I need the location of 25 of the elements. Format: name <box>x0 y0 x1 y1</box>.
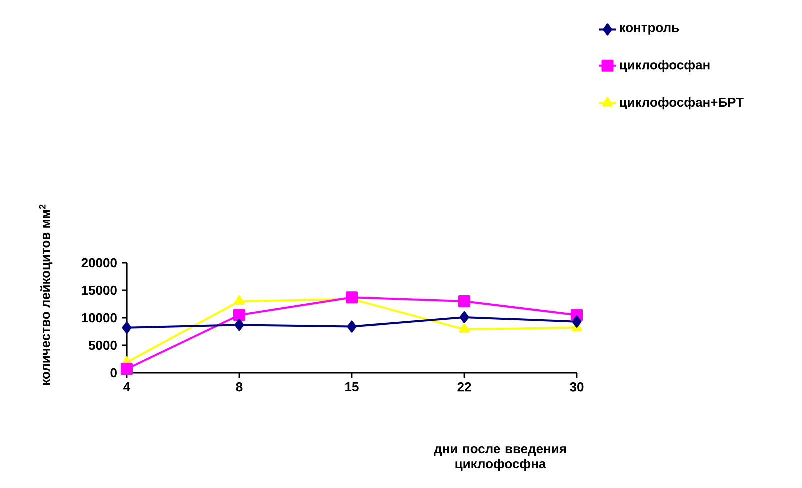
x-tick-label: 15 <box>346 382 359 392</box>
point <box>234 309 246 322</box>
y-tick-label: 10000 <box>82 313 117 323</box>
y-axis-title: количество лейкоцитов мм$^{2}$ <box>39 204 53 385</box>
point <box>121 363 134 376</box>
point <box>234 319 244 332</box>
x-axis-title: дни после введения циклофосфна <box>434 446 566 472</box>
y-tick-label: 15000 <box>82 286 117 296</box>
point <box>234 296 245 306</box>
x-tick-label: 22 <box>458 382 472 392</box>
point <box>460 311 470 324</box>
point <box>122 322 132 334</box>
point <box>347 320 357 333</box>
legend-label: циклофосфан+БРТ <box>620 98 744 110</box>
x-tick-label: 4 <box>124 382 131 392</box>
point <box>458 296 471 308</box>
y-tick-label: 20000 <box>82 258 117 268</box>
x-tick-label: 30 <box>570 382 584 392</box>
y-tick-label: 5000 <box>88 340 117 350</box>
y-tick-label: 0 <box>110 368 117 378</box>
legend-label: контроль <box>620 25 680 35</box>
x-tick-label: 8 <box>236 382 243 392</box>
point <box>572 316 582 328</box>
legend-label: циклофосфан <box>620 60 710 72</box>
point <box>459 324 470 334</box>
